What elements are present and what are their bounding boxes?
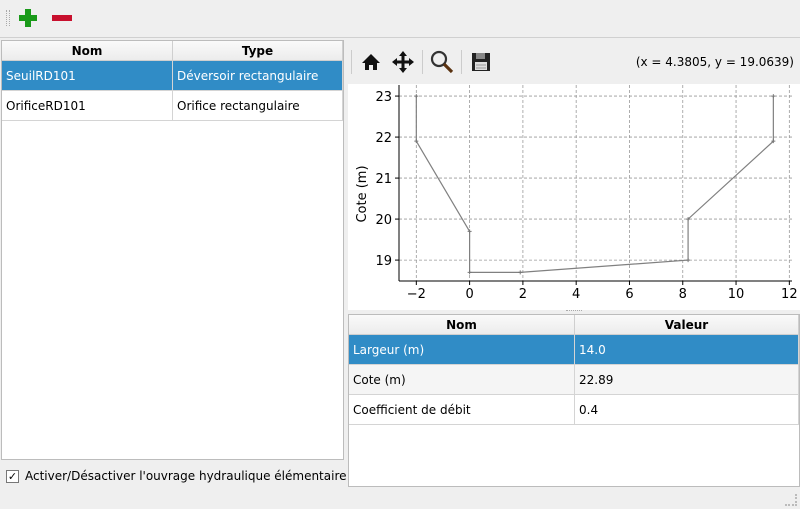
pan-icon [392,51,414,73]
y-tick-label: 21 [375,172,392,187]
toolbar-divider [0,37,800,38]
x-tick-label: −2 [407,287,426,302]
data-point [518,270,523,275]
cell-nom: SeuilRD101 [2,61,173,90]
cell-nom: Cote (m) [349,365,575,394]
cell-nom: Largeur (m) [349,335,575,364]
y-tick-label: 23 [375,90,392,105]
table-row[interactable]: SeuilRD101 Déversoir rectangulaire [2,61,343,91]
column-header-valeur[interactable]: Valeur [575,315,799,334]
x-tick-label: 2 [519,287,527,302]
column-header-nom[interactable]: Nom [2,41,173,60]
save-icon [472,53,490,71]
add-button[interactable] [17,7,39,29]
home-button[interactable] [355,46,387,78]
column-header-type[interactable]: Type [173,41,343,60]
resize-grip[interactable] [785,494,797,506]
cell-valeur[interactable]: 0.4 [575,395,799,424]
x-tick-label: 6 [625,287,633,302]
table-row[interactable]: Largeur (m) 14.0 [349,335,799,365]
minus-icon [52,15,72,21]
activate-checkbox[interactable]: ✓ [6,470,19,483]
cell-type: Déversoir rectangulaire [173,61,343,90]
structures-table[interactable]: Nom Type SeuilRD101 Déversoir rectangula… [1,40,344,460]
x-tick-label: 8 [679,287,687,302]
coordinates-readout: (x = 4.3805, y = 19.0639) [635,55,794,69]
splitter-handle[interactable] [566,310,582,312]
chart-area[interactable]: Cote (m) −2 0 2 4 6 8 10 12 19 20 21 22 23 [348,84,800,310]
data-point [686,258,691,263]
profile-chart[interactable]: Cote (m) −2 0 2 4 6 8 10 12 19 20 21 22 23 [348,84,800,310]
table-row[interactable]: OrificeRD101 Orifice rectangulaire [2,91,343,121]
y-axis-label: Cote (m) [355,165,370,222]
activate-label[interactable]: Activer/Désactiver l'ouvrage hydraulique… [25,469,347,483]
data-point [771,139,776,144]
cell-valeur[interactable]: 22.89 [575,365,799,394]
plus-icon [19,9,37,27]
data-point [467,229,472,234]
table-row[interactable]: Coefficient de débit 0.4 [349,395,799,425]
cell-valeur[interactable]: 14.0 [575,335,799,364]
pan-button[interactable] [387,46,419,78]
y-tick-label: 20 [375,213,392,228]
zoom-button[interactable] [426,46,458,78]
cell-nom: Coefficient de débit [349,395,575,424]
x-tick-label: 4 [572,287,580,302]
zoom-icon [430,50,454,74]
data-point [467,270,472,275]
y-tick-label: 19 [375,254,392,269]
data-point [414,139,419,144]
toolbar-grip[interactable] [6,10,10,26]
cell-type: Orifice rectangulaire [173,91,343,120]
data-point [414,94,419,99]
data-point [771,94,776,99]
plot-toolbar: (x = 4.3805, y = 19.0639) [348,42,800,82]
x-tick-label: 12 [781,287,798,302]
remove-button[interactable] [50,7,74,29]
x-tick-label: 0 [465,287,473,302]
parameters-table[interactable]: Nom Valeur Largeur (m) 14.0 Cote (m) 22.… [348,314,800,487]
x-tick-label: 10 [728,287,745,302]
home-icon [362,54,380,70]
data-point [686,217,691,222]
save-button[interactable] [465,46,497,78]
table-row[interactable]: Cote (m) 22.89 [349,365,799,395]
cell-nom: OrificeRD101 [2,91,173,120]
y-tick-label: 22 [375,131,392,146]
column-header-nom[interactable]: Nom [349,315,575,334]
